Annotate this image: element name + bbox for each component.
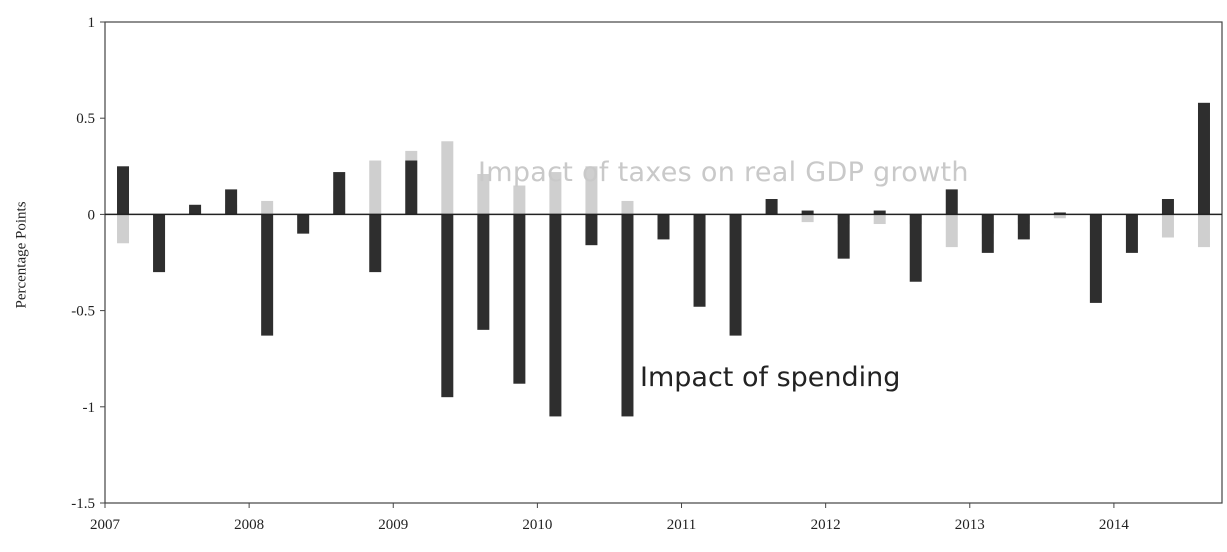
taxes-bar [621,200,634,215]
x-tick-label: 2009 [378,517,408,533]
y-tick-label: -1.5 [71,496,95,512]
spending-annotation: Impact of spending [640,362,901,393]
taxes-bar [585,166,598,215]
spending-bar [981,214,994,253]
y-tick-label: -1 [83,400,96,416]
x-tick-label: 2014 [1099,517,1130,533]
x-tick-label: 2012 [811,517,841,533]
spending-bar [477,214,490,330]
taxes-bar [801,214,814,223]
y-tick-label: 0 [88,207,96,223]
x-tick-label: 2011 [667,517,696,533]
spending-bar [621,214,634,417]
y-tick-label: 0.5 [76,111,95,127]
plot-frame [104,21,1223,504]
taxes-bar [441,141,454,215]
taxes-bar [549,172,562,215]
spending-bar [1089,214,1102,303]
spending-bar [801,210,814,215]
spending-bar [333,172,346,215]
spending-bar [297,214,310,234]
taxes-bar [369,160,382,215]
spending-bar [189,204,202,215]
spending-bar [153,214,166,273]
spending-bar [1017,214,1030,240]
spending-bar [693,214,706,307]
taxes-bar [117,214,130,244]
spending-bar [1053,212,1066,215]
spending-bar [117,166,130,215]
spending-bar [369,214,382,273]
spending-bar [1197,102,1210,215]
taxes-bar [1197,214,1210,248]
spending-bar [1161,199,1174,215]
spending-bar [513,214,526,384]
x-tick-label: 2008 [234,517,264,533]
spending-bar [261,214,274,336]
taxes-bar [1053,214,1066,219]
taxes-annotation: Impact of taxes on real GDP growth [478,157,969,188]
x-tick-label: 2007 [90,517,121,533]
spending-bar [1125,214,1138,253]
x-tick-label: 2010 [522,517,552,533]
y-tick-label: 1 [88,15,96,31]
x-tick-label: 2013 [955,517,985,533]
spending-bar [837,214,850,259]
spending-bar [765,199,778,215]
spending-bar [405,160,418,215]
spending-bar [657,214,670,240]
spending-bar [873,210,886,215]
y-tick-label: -0.5 [71,304,95,320]
taxes-bar [1161,214,1174,238]
taxes-bar [477,173,490,215]
spending-bar [729,214,742,336]
spending-bar [945,189,958,215]
taxes-bar [945,214,958,248]
spending-bar [585,214,598,246]
spending-bar [549,214,562,417]
taxes-bar [261,200,274,215]
spending-bar [909,214,922,282]
spending-bar [225,189,238,215]
spending-bar [441,214,454,398]
taxes-bar [513,185,526,215]
taxes-bar [873,214,886,225]
